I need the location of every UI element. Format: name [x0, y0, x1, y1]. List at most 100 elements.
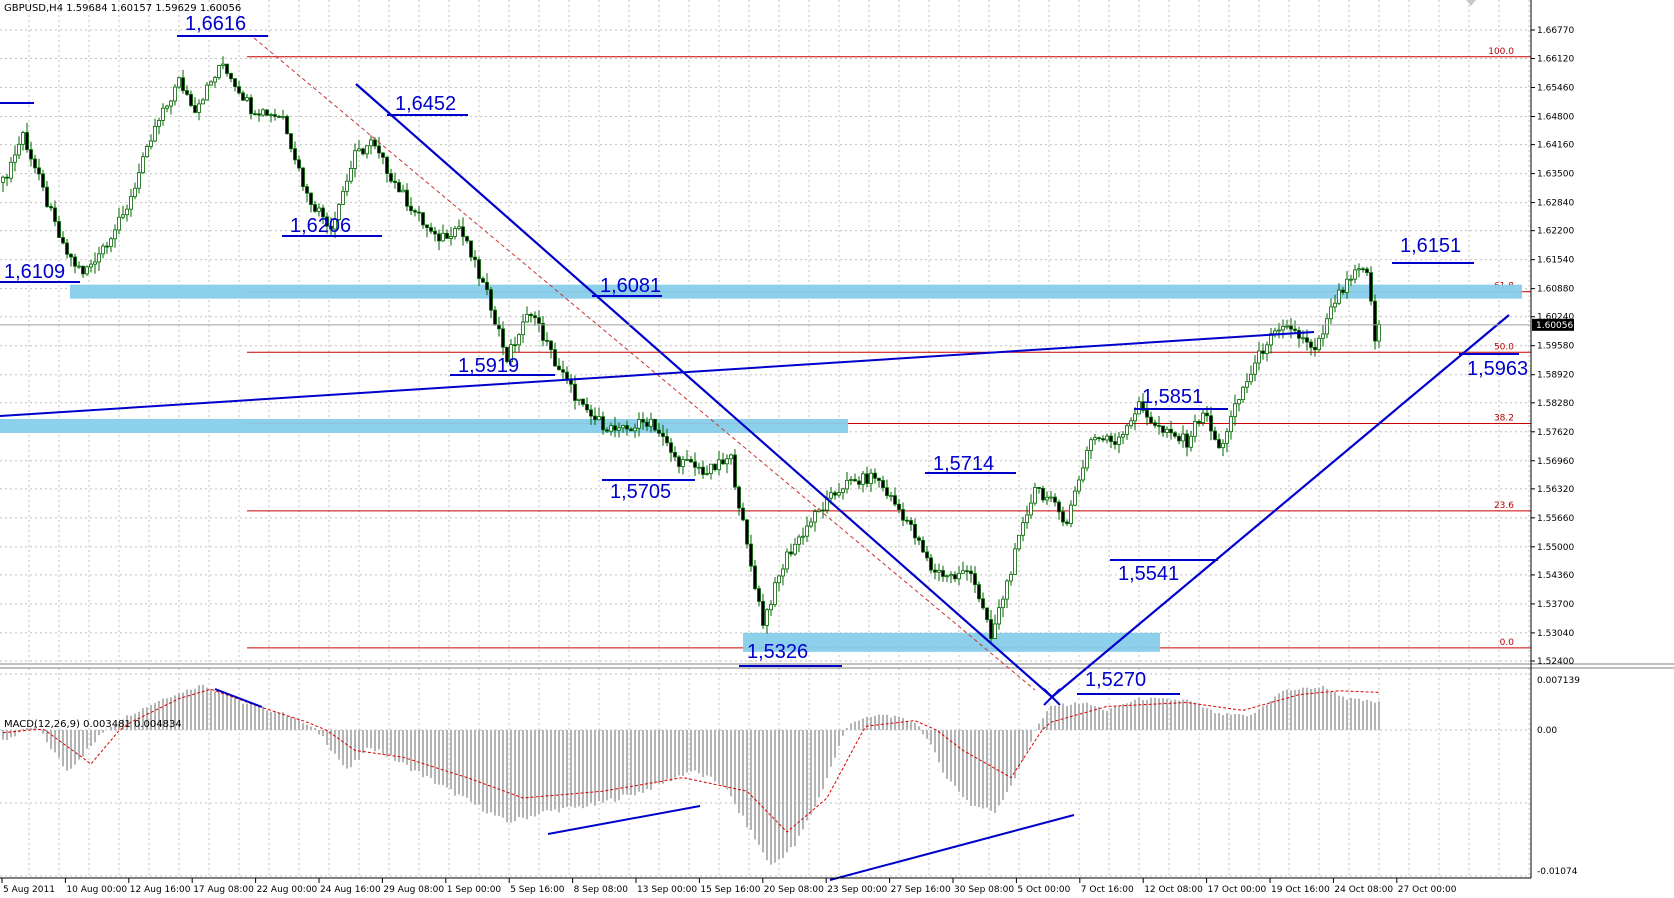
candle-body: [841, 488, 845, 493]
candle-body: [1089, 439, 1093, 451]
candle-body: [989, 619, 993, 639]
price-tick-label: 1.56320: [1537, 485, 1574, 495]
candle-body: [1205, 412, 1209, 417]
time-tick-label: 30 Sep 08:00: [954, 885, 1014, 895]
candle-body: [885, 487, 889, 497]
candle-body: [13, 154, 17, 163]
price-tick-label: 1.62840: [1537, 199, 1574, 209]
candle-body: [1169, 428, 1173, 434]
macd-tick-label: -0.01074: [1537, 867, 1578, 877]
candle-body: [1345, 278, 1349, 293]
candle-body: [477, 259, 481, 279]
price-tick-label: 1.53700: [1537, 600, 1574, 610]
candle-body: [709, 463, 713, 474]
time-tick-label: 17 Oct 00:00: [1208, 885, 1267, 895]
candle-body: [681, 459, 685, 467]
candle-body: [917, 537, 921, 541]
candle-body: [1093, 437, 1097, 441]
time-tick-label: 24 Oct 08:00: [1334, 885, 1393, 895]
candle-body: [621, 425, 625, 429]
candle-body: [949, 574, 953, 577]
candle-body: [633, 427, 637, 432]
candle-body: [1225, 431, 1229, 444]
candle-body: [813, 511, 817, 523]
time-tick-label: 20 Sep 08:00: [764, 885, 824, 895]
candle-body: [565, 371, 569, 380]
candle-body: [829, 492, 833, 499]
candle-body: [1121, 434, 1125, 438]
candle-body: [313, 204, 317, 212]
candle-body: [1077, 479, 1081, 492]
candle-body: [1153, 422, 1157, 426]
candle-body: [293, 148, 297, 161]
candle-body: [261, 109, 265, 116]
price-annotation-label: 1,6081: [600, 275, 661, 297]
candle-body: [1, 176, 5, 183]
candle-body: [97, 253, 101, 263]
time-tick-label: 12 Aug 16:00: [130, 885, 191, 895]
candle-body: [173, 86, 177, 102]
candle-body: [221, 63, 225, 66]
candle-body: [721, 459, 725, 465]
candle-body: [861, 473, 865, 485]
candle-body: [1213, 430, 1217, 440]
time-tick-label: 8 Sep 08:00: [574, 885, 629, 895]
candle-body: [597, 416, 601, 421]
macd-divergence-line: [547, 805, 701, 835]
candle-body: [1049, 496, 1053, 499]
price-annotation-label: 1,5326: [747, 641, 808, 663]
candlestick-series: [1, 56, 1381, 645]
candle-body: [369, 139, 373, 147]
candle-body: [689, 459, 693, 463]
candle-body: [677, 456, 681, 467]
candle-body: [1245, 381, 1249, 388]
candle-body: [553, 349, 557, 367]
downtrend-line: [355, 83, 1053, 698]
candle-body: [529, 313, 533, 317]
candle-body: [33, 158, 37, 169]
candle-body: [1053, 496, 1057, 503]
time-tick-label: 22 Aug 00:00: [257, 885, 318, 895]
candle-body: [441, 232, 445, 242]
candle-body: [1249, 373, 1253, 383]
candle-body: [365, 145, 369, 155]
candle-body: [737, 486, 741, 509]
price-tick-label: 1.61540: [1537, 256, 1574, 266]
candle-body: [921, 539, 925, 553]
candle-body: [1157, 425, 1161, 427]
candle-body: [945, 575, 949, 578]
candle-body: [181, 77, 185, 92]
candle-body: [325, 216, 329, 227]
time-tick-label: 24 Aug 16:00: [320, 885, 381, 895]
candle-body: [773, 582, 777, 605]
fib-level-label: 23.6: [1494, 501, 1514, 511]
candle-body: [981, 598, 985, 609]
candle-body: [405, 189, 409, 207]
candle-body: [649, 418, 653, 427]
candle-body: [1333, 302, 1337, 308]
price-annotation-label: 1,5919: [458, 355, 519, 377]
candle-body: [601, 416, 605, 431]
candle-body: [273, 114, 277, 117]
candle-body: [585, 404, 589, 411]
fib-diagonal-line: [253, 37, 1036, 691]
candle-body: [1041, 487, 1045, 501]
candle-body: [873, 472, 877, 479]
candle-body: [209, 81, 213, 86]
candle-body: [225, 63, 229, 74]
candle-body: [789, 551, 793, 555]
candle-body: [1337, 289, 1341, 304]
scroll-arrow-icon[interactable]: [1466, 0, 1476, 6]
candle-body: [657, 429, 661, 434]
candle-body: [1361, 268, 1365, 271]
candle-body: [421, 212, 425, 226]
candle-body: [905, 519, 909, 522]
candle-body: [501, 328, 505, 348]
candle-body: [765, 609, 769, 626]
candle-body: [809, 521, 813, 527]
candle-body: [161, 107, 165, 121]
candle-body: [749, 543, 753, 567]
price-tick-label: 1.56960: [1537, 457, 1574, 467]
time-tick-label: 29 Aug 08:00: [383, 885, 444, 895]
